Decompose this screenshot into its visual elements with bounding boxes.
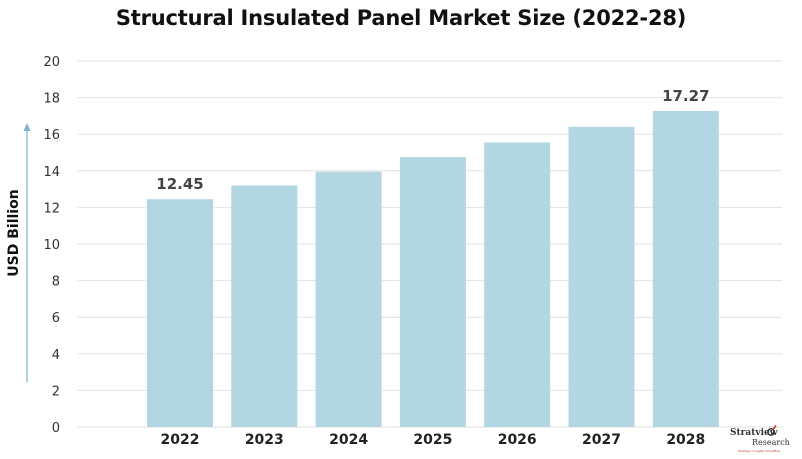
logo-name: Stratview	[730, 428, 778, 438]
bar-2022	[147, 199, 213, 427]
x-tick-label: 2026	[498, 432, 537, 448]
stratview-logo-icon	[767, 425, 777, 436]
chart-title: Structural Insulated Panel Market Size (…	[115, 6, 687, 30]
y-tick-label: 16	[43, 128, 60, 143]
y-tick-label: 10	[43, 238, 60, 253]
y-tick-label: 12	[43, 201, 60, 216]
y-tick-label: 0	[52, 421, 60, 436]
y-tick-label: 6	[52, 311, 60, 326]
logo-sub: Research	[752, 438, 790, 447]
bar-2028	[652, 110, 719, 428]
y-tick-label: 20	[43, 55, 60, 70]
x-tick-label: 2024	[329, 432, 368, 448]
logo-tagline: Strategic Insights Simplified	[738, 449, 781, 453]
bar-2026	[484, 142, 551, 427]
x-tick-label: 2025	[413, 432, 452, 448]
data-label: 17.27	[662, 87, 709, 105]
x-tick-label: 2022	[161, 432, 200, 448]
bar-2024	[315, 171, 382, 427]
bar-2025	[399, 157, 466, 427]
x-tick-label: 2023	[245, 432, 284, 448]
x-tick-label: 2027	[582, 432, 621, 448]
y-axis-arrow-head	[23, 123, 31, 131]
y-tick-label: 18	[43, 92, 60, 107]
y-tick-label: 2	[52, 384, 60, 399]
y-tick-label: 14	[43, 165, 60, 180]
stratview-logo: Stratview Research Strategic Insights Si…	[730, 424, 794, 456]
bar-2027	[568, 126, 635, 427]
x-tick-label: 2028	[666, 432, 705, 448]
bar-2023	[231, 185, 298, 427]
data-label: 12.45	[156, 175, 203, 193]
y-tick-label: 8	[52, 275, 60, 290]
y-tick-label: 4	[52, 348, 60, 363]
